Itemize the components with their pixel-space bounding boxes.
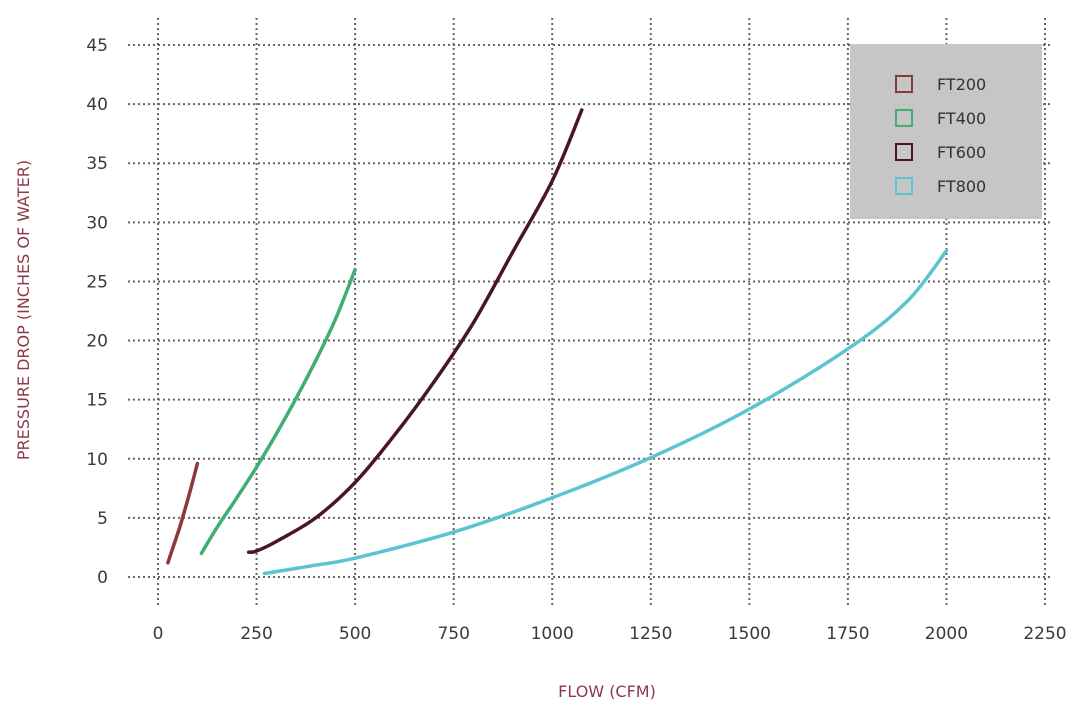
x-tick-label: 2250: [1023, 624, 1066, 644]
legend-swatch: [895, 75, 913, 93]
x-axis-title: FLOW (CFM): [558, 682, 656, 701]
legend-item-ft400: FT400: [895, 109, 986, 128]
legend: FT200 FT400 FT600 FT800: [850, 44, 1042, 219]
x-tick-label: 0: [153, 624, 164, 644]
x-tick-label: 1750: [826, 624, 869, 644]
series-lines: [166, 108, 949, 576]
legend-item-ft800: FT800: [895, 177, 986, 196]
x-tick-label: 1500: [728, 624, 771, 644]
grid-lines: [128, 18, 1050, 605]
y-tick-labels: 0 5 10 15 20 25 30 35 40 45: [86, 36, 108, 588]
legend-label: FT600: [937, 143, 986, 162]
y-tick-label: 35: [86, 154, 108, 174]
legend-label: FT200: [937, 75, 986, 94]
legend-swatch: [895, 109, 913, 127]
y-tick-label: 30: [86, 213, 108, 233]
y-tick-label: 20: [86, 332, 108, 352]
series-line-ft200: [166, 461, 200, 565]
x-tick-label: 1250: [629, 624, 672, 644]
y-tick-label: 25: [86, 272, 108, 292]
legend-item-ft200: FT200: [895, 75, 986, 94]
x-tick-label: 500: [339, 624, 371, 644]
y-tick-label: 45: [86, 36, 108, 56]
x-tick-labels: 0 250 500 750 1000 1250 1500 1750 2000 2250: [153, 624, 1067, 644]
series-line-ft800: [262, 248, 949, 576]
legend-background: [850, 44, 1042, 219]
x-tick-label: 2000: [925, 624, 968, 644]
x-tick-label: 250: [240, 624, 272, 644]
y-axis-title: PRESSURE DROP (INCHES OF WATER): [14, 160, 33, 460]
y-tick-label: 40: [86, 95, 108, 115]
y-tick-label: 0: [97, 568, 108, 588]
series-line-ft600: [246, 108, 584, 554]
legend-label: FT800: [937, 177, 986, 196]
series-line-ft400: [199, 267, 357, 556]
legend-swatch: [895, 177, 913, 195]
legend-label: FT400: [937, 109, 986, 128]
y-tick-label: 5: [97, 509, 108, 529]
x-tick-label: 1000: [531, 624, 574, 644]
legend-swatch: [895, 143, 913, 161]
legend-item-ft600: FT600: [895, 143, 986, 162]
y-tick-label: 15: [86, 391, 108, 411]
y-tick-label: 10: [86, 450, 108, 470]
x-tick-label: 750: [437, 624, 469, 644]
